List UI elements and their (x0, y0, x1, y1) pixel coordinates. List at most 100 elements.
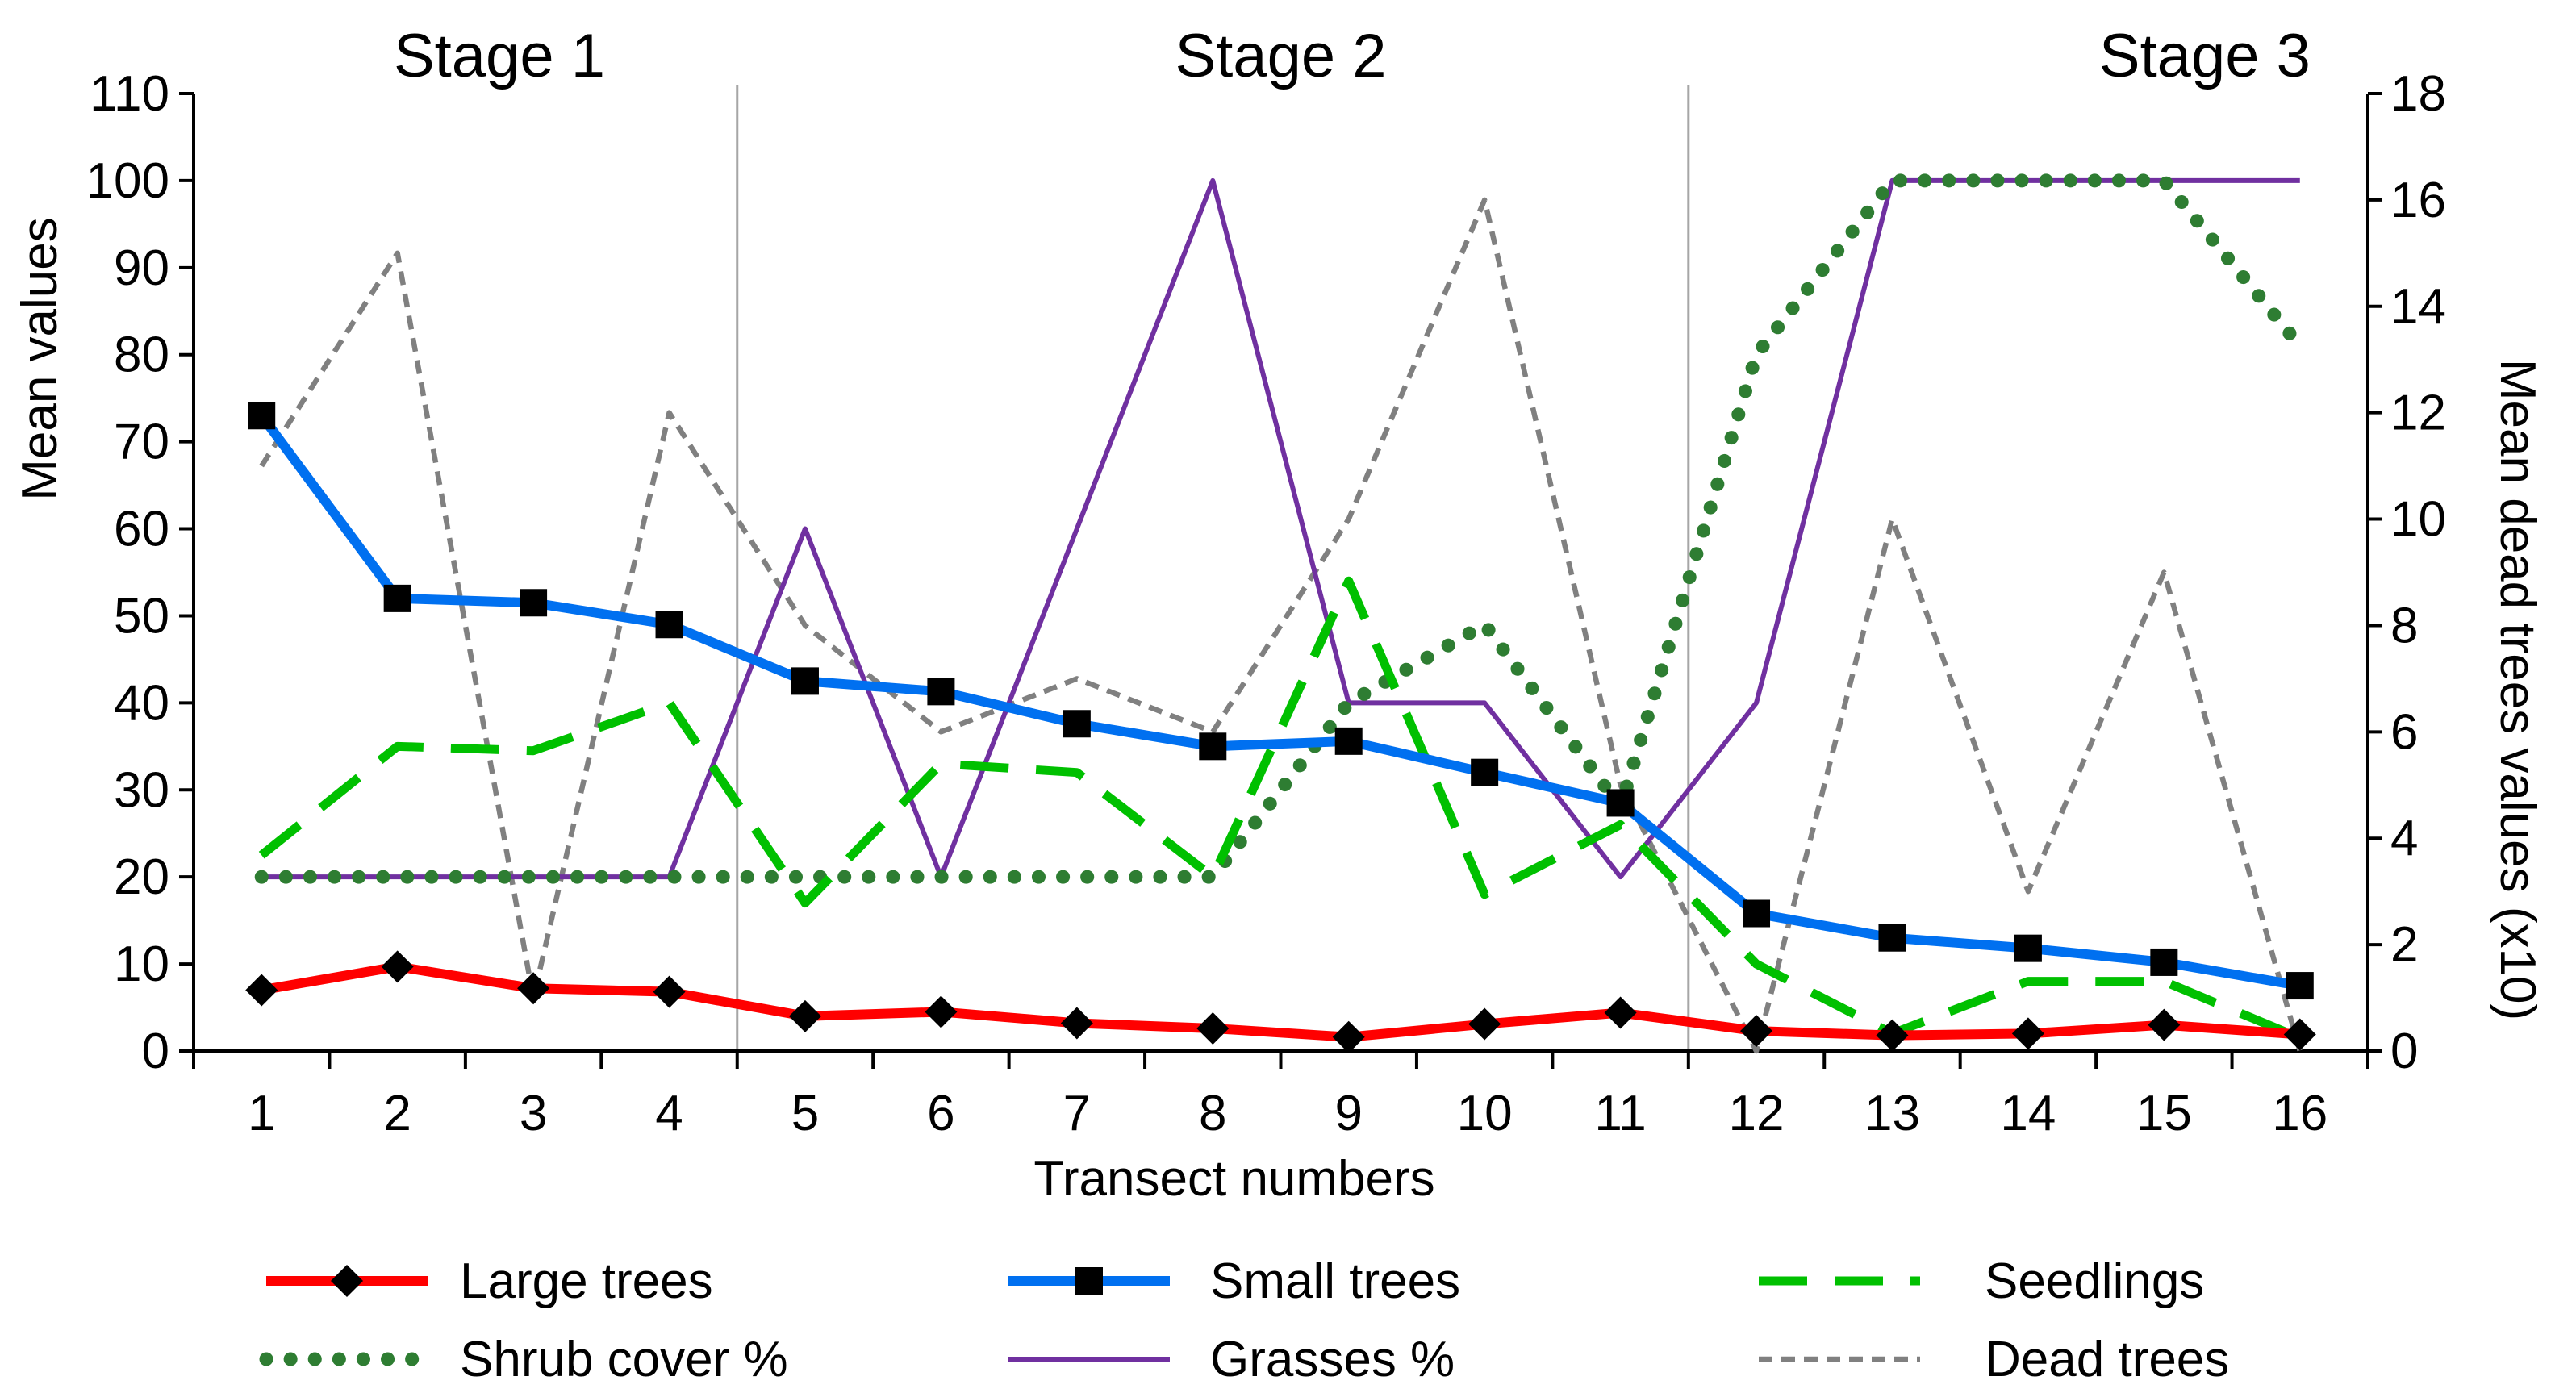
series-line (261, 961, 2301, 1042)
y-tick-label: 50 (114, 588, 169, 644)
y2-tick-label: 10 (2390, 492, 2446, 548)
data-point (788, 999, 821, 1032)
y-tick-label: 90 (114, 240, 169, 296)
y-tick-label: 60 (114, 502, 169, 557)
y-tick-label: 10 (114, 936, 169, 992)
legend-marker (331, 1265, 363, 1297)
y-tick-label: 110 (90, 66, 169, 122)
y2-tick-label: 18 (2390, 66, 2446, 122)
data-point (520, 589, 548, 617)
legend-item: Seedlings (1759, 1253, 2204, 1309)
data-point (517, 972, 550, 1005)
y-tick-label: 80 (114, 327, 169, 383)
stage-label-3: Stage 3 (2099, 22, 2311, 90)
legend: Large trees Small trees Seedlings Shrub cov… (259, 1253, 2229, 1387)
x-tick-label: 3 (520, 1086, 547, 1141)
y2-tick-label: 16 (2390, 173, 2446, 228)
legend-label: Seedlings (1985, 1253, 2204, 1309)
x-tick-label: 6 (927, 1086, 954, 1141)
y2-axis-title: Mean dead trees values (x10) (2490, 359, 2545, 1020)
legend-item: Large trees (266, 1253, 713, 1309)
y-tick-label: 30 (114, 762, 169, 818)
y-tick-label: 0 (142, 1024, 169, 1079)
y2-tick-label: 0 (2390, 1024, 2418, 1079)
series-small-trees (248, 402, 2314, 1000)
series-line (257, 412, 2301, 991)
y2-tick-label: 14 (2390, 279, 2446, 335)
y-axis-title: Mean values (12, 217, 68, 501)
x-tick-label: 9 (1334, 1086, 1362, 1141)
y2-tick-label: 12 (2390, 386, 2446, 441)
series-seedlings (258, 576, 2302, 1042)
data-point (2150, 948, 2178, 976)
y-tick-label: 70 (114, 415, 169, 470)
legend-label: Shrub cover % (460, 1332, 788, 1387)
y2-tick-label: 8 (2390, 598, 2418, 653)
x-tick-label: 12 (1729, 1086, 1785, 1141)
data-point (1604, 996, 1637, 1029)
x-tick-label: 7 (1063, 1086, 1091, 1141)
data-point (1743, 899, 1771, 928)
x-tick-label: 13 (1864, 1086, 1920, 1141)
legend-label: Dead trees (1985, 1332, 2229, 1387)
y2-tick-label: 2 (2390, 917, 2418, 973)
y2-tick-label: 6 (2390, 704, 2418, 760)
series-large-trees (245, 950, 2316, 1053)
stage-layer: Stage 1 Stage 2 Stage 3 (394, 22, 2311, 1051)
series-layer (245, 173, 2316, 1054)
data-point (2148, 1008, 2181, 1041)
x-tick-label: 1 (248, 1086, 275, 1141)
legend-marker (1075, 1267, 1103, 1295)
legend-label: Large trees (460, 1253, 713, 1309)
series-grasses (261, 177, 2300, 880)
y-tick-label: 40 (114, 675, 169, 731)
data-point (2014, 934, 2042, 962)
legend-label: Small trees (1210, 1253, 1460, 1309)
x-axis-title: Transect numbers (1033, 1151, 1434, 1207)
y-tick-label: 20 (114, 849, 169, 905)
legend-item: Grasses % (1008, 1332, 1455, 1387)
x-tick-label: 15 (2136, 1086, 2192, 1141)
legend-item: Small trees (1008, 1253, 1460, 1309)
series-line (258, 576, 2302, 1042)
data-point (1471, 758, 1499, 786)
x-tick-label: 5 (791, 1086, 819, 1141)
data-point (653, 975, 686, 1008)
x-tick-label: 8 (1199, 1086, 1226, 1141)
data-point (2011, 1017, 2044, 1050)
y-tick-label: 100 (86, 153, 169, 209)
data-point (1332, 1020, 1365, 1053)
data-point (245, 974, 278, 1007)
series-line (254, 173, 2307, 884)
data-point (1196, 1011, 1230, 1045)
data-point (381, 950, 414, 983)
data-point (1199, 732, 1227, 761)
data-point (383, 584, 411, 612)
stage-label-2: Stage 2 (1175, 22, 1387, 90)
stage-label-1: Stage 1 (394, 22, 605, 90)
data-point (1606, 789, 1635, 817)
x-tick-label: 4 (655, 1086, 683, 1141)
x-tick-label: 16 (2272, 1086, 2328, 1141)
legend-label: Grasses % (1210, 1332, 1455, 1387)
x-tick-label: 2 (383, 1086, 411, 1141)
data-point (925, 995, 958, 1028)
legend-item: Shrub cover % (259, 1332, 788, 1387)
data-point (1334, 727, 1363, 755)
x-tick-label: 14 (2000, 1086, 2056, 1141)
data-point (248, 402, 276, 430)
legend-item: Dead trees (1759, 1332, 2229, 1387)
data-point (927, 678, 955, 706)
data-point (1468, 1007, 1501, 1041)
series-shrub-cover (254, 173, 2307, 884)
x-tick-label: 11 (1594, 1086, 1646, 1141)
series-dead-trees (259, 197, 2303, 1054)
data-point (1060, 1007, 1093, 1040)
data-point (655, 611, 683, 639)
data-point (1740, 1015, 1773, 1048)
x-tick-label: 10 (1457, 1086, 1513, 1141)
data-point (1878, 924, 1906, 952)
y2-tick-label: 4 (2390, 811, 2418, 866)
data-point (1063, 710, 1091, 738)
